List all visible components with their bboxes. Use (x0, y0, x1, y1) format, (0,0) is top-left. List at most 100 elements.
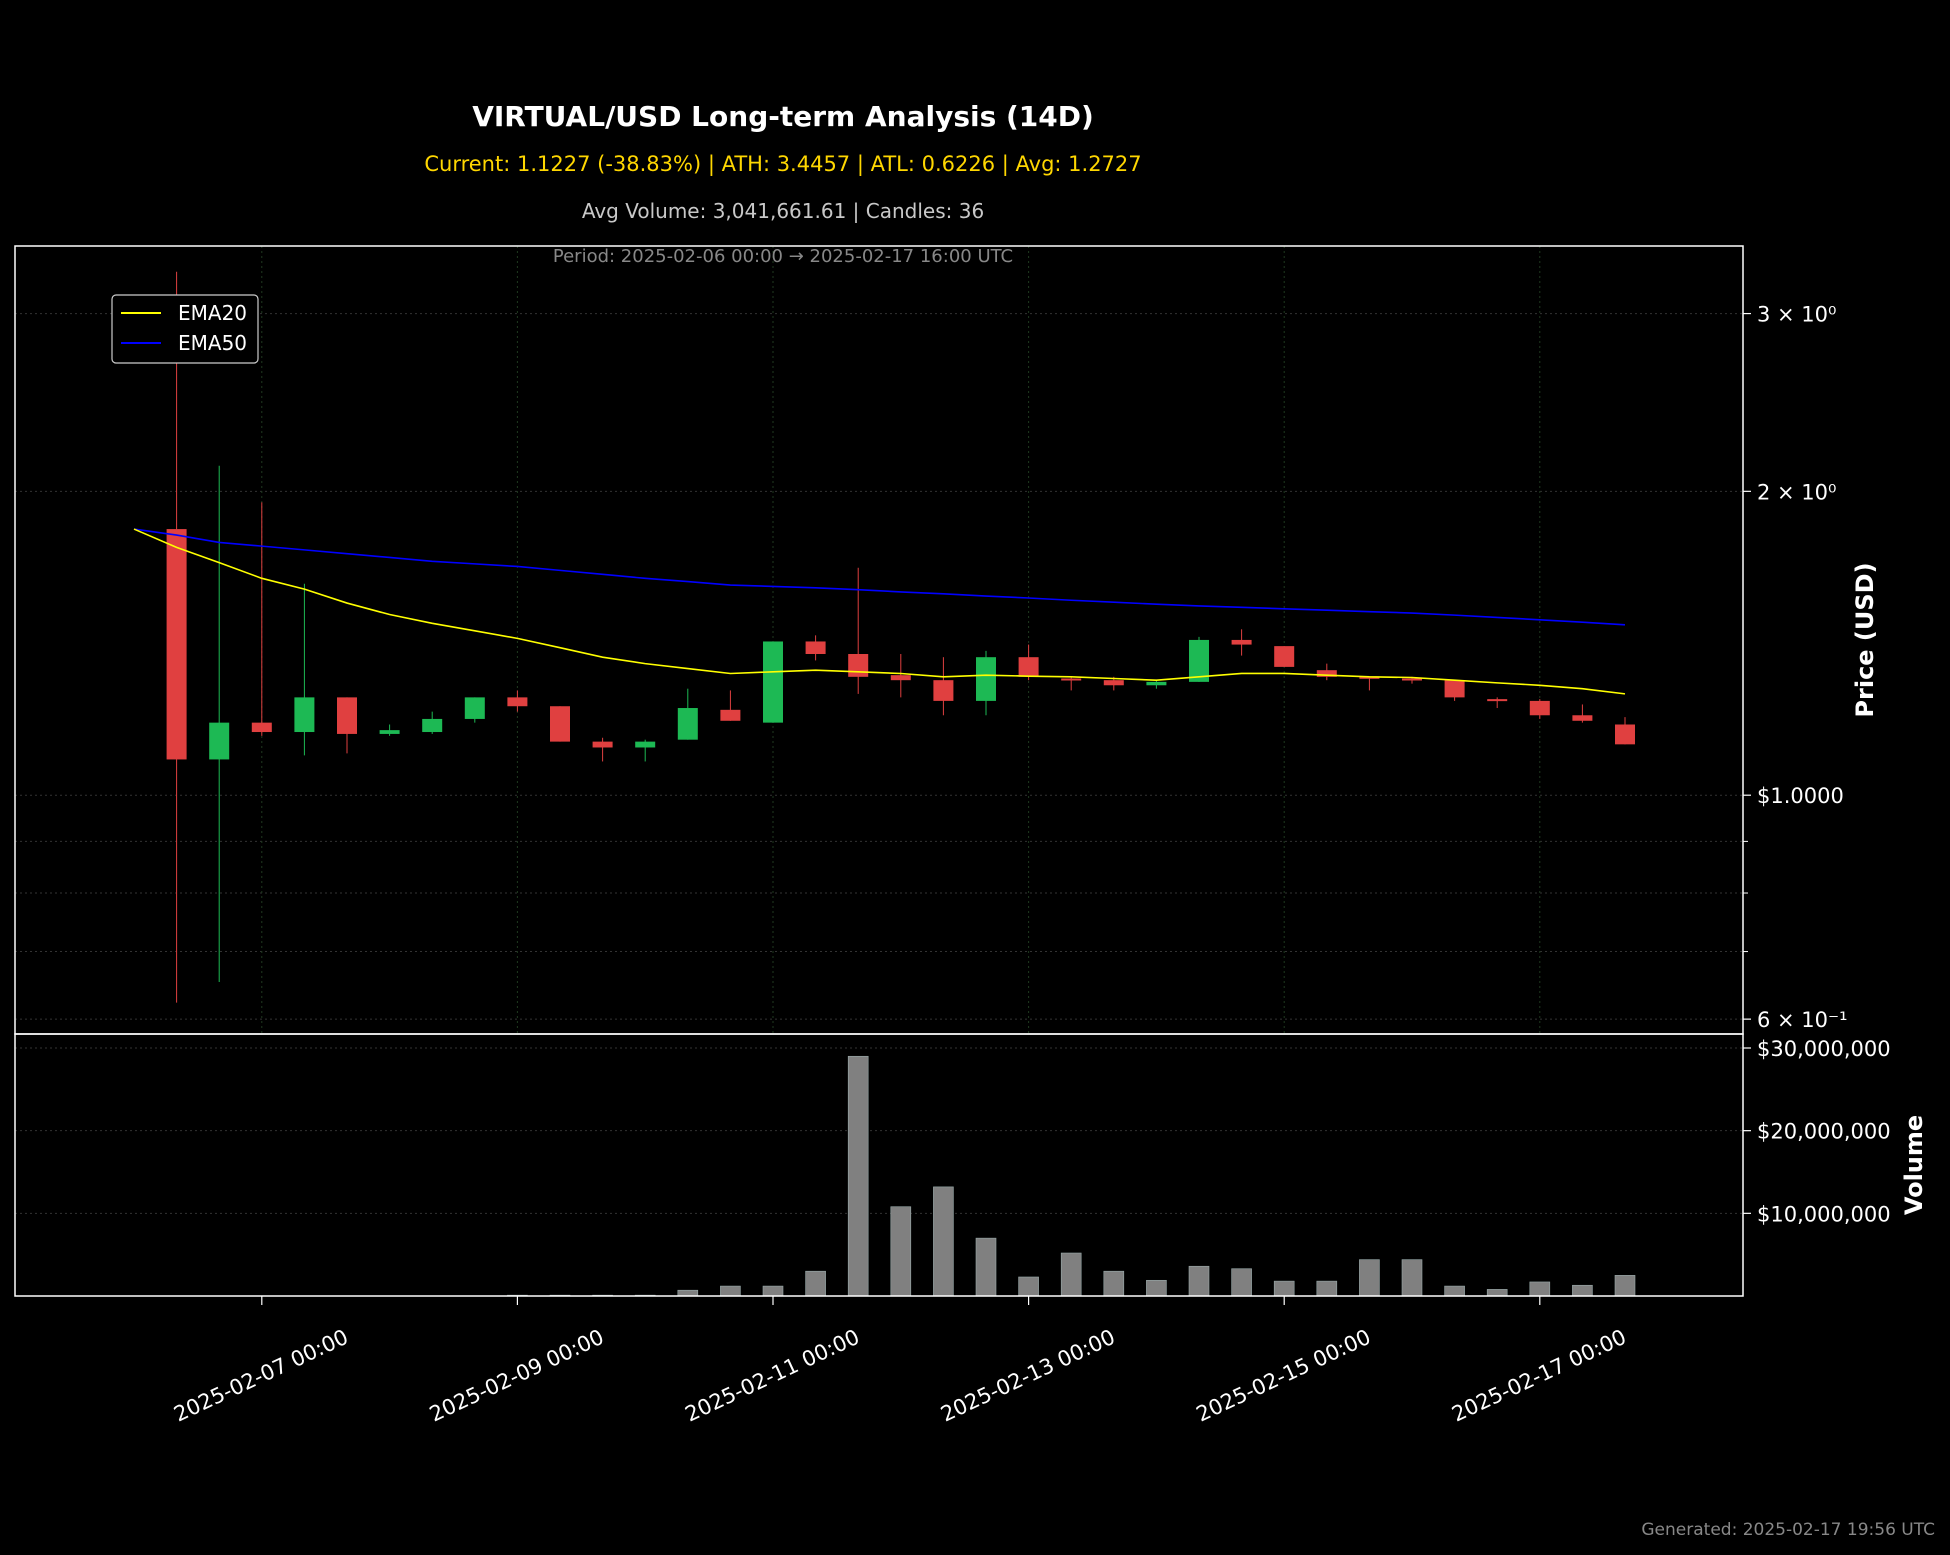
legend-ema50-label: EMA50 (178, 331, 247, 355)
candle-body (422, 718, 443, 733)
ema-lines (133, 528, 1626, 695)
candle (1316, 663, 1337, 681)
volume-bar (890, 1206, 912, 1297)
candle (166, 271, 187, 1003)
candle (550, 706, 570, 742)
price-panel-frame (14, 245, 1744, 1035)
volume-tick-label: $20,000,000 (1757, 1120, 1891, 1144)
candle-body (1487, 699, 1508, 702)
chart-stats: Current: 1.1227 (-38.83%) | ATH: 3.4457 … (424, 152, 1142, 176)
chart-title: VIRTUAL/USD Long-term Analysis (14D) (472, 100, 1094, 133)
volume-bar (975, 1237, 997, 1297)
candle-body (635, 741, 656, 748)
candle (507, 690, 528, 712)
price-tick-label: 6 × 10⁻¹ (1757, 1008, 1848, 1032)
legend: EMA20 EMA50 (111, 294, 259, 364)
candle-body (1615, 724, 1635, 745)
volume-bar (847, 1055, 869, 1297)
chart-volume-info: Avg Volume: 3,041,661.61 | Candles: 36 (581, 199, 985, 223)
price-tick-label: $1.0000 (1757, 784, 1844, 808)
candle-body (337, 697, 357, 734)
volume-y-ticks: $10,000,000 $20,000,000 $30,000,000 (1743, 1037, 1891, 1226)
volume-bar (1103, 1270, 1125, 1297)
candle (1444, 680, 1465, 701)
volume-bar (1444, 1285, 1465, 1297)
candle-body (720, 709, 741, 721)
candle-body (379, 730, 400, 734)
price-y-ticks: $1.0000 6 × 10⁻¹ 2 × 10⁰ 3 × 10⁰ (1743, 303, 1848, 1032)
volume-bar (1529, 1281, 1551, 1297)
candle (677, 688, 698, 740)
candle (1529, 699, 1550, 719)
candle-body (251, 722, 272, 733)
candle (1572, 704, 1593, 723)
x-ticks: 2025-02-07 00:00 2025-02-09 00:00 2025-02-… (170, 1296, 1630, 1427)
candle-body (1231, 639, 1252, 645)
candle-body (166, 529, 187, 760)
candles-group (166, 271, 1635, 1003)
candle-body (507, 697, 528, 707)
candle-body (890, 675, 911, 681)
candle (1359, 676, 1380, 691)
volume-bar (1572, 1284, 1593, 1297)
candle-body (933, 680, 954, 701)
candle (635, 739, 656, 762)
x-tick-label: 2025-02-09 00:00 (426, 1325, 608, 1427)
candle (805, 635, 826, 661)
candle (1487, 697, 1508, 709)
volume-axis-label: Volume (1900, 1115, 1928, 1215)
volume-tick-label: $30,000,000 (1757, 1037, 1891, 1061)
candle (848, 567, 869, 694)
volume-bar (720, 1285, 741, 1297)
candle (1231, 629, 1252, 656)
candle-body (1146, 681, 1167, 686)
candle (1615, 717, 1635, 745)
price-tick-label: 3 × 10⁰ (1757, 303, 1836, 327)
volume-bar (805, 1270, 826, 1297)
candle (294, 583, 315, 756)
candle (464, 697, 485, 723)
candle (1018, 644, 1039, 681)
candle (1189, 636, 1209, 682)
volume-bar (1018, 1276, 1039, 1297)
volume-grid (15, 1047, 1743, 1214)
volume-bar (1316, 1280, 1338, 1297)
candle-body (976, 657, 996, 701)
candle-body (1444, 680, 1465, 698)
x-tick-label: 2025-02-17 00:00 (1448, 1325, 1630, 1427)
candle (890, 653, 911, 698)
candle (251, 502, 272, 736)
candle (1061, 676, 1082, 691)
candle-body (592, 741, 613, 748)
candle-body (1103, 680, 1124, 686)
volume-bar (1146, 1279, 1167, 1297)
candle (1146, 680, 1167, 689)
volume-bar (1359, 1259, 1380, 1297)
candle-body (1316, 670, 1337, 677)
volume-bar (933, 1186, 954, 1297)
x-tick-label: 2025-02-13 00:00 (937, 1325, 1119, 1427)
candle (379, 724, 400, 736)
candle-body (1529, 700, 1550, 716)
candle-body (1274, 646, 1295, 667)
candle (592, 737, 613, 762)
candle-body (763, 641, 783, 723)
candle-body (1572, 715, 1593, 721)
candle-body (805, 641, 826, 654)
volume-bar (1486, 1289, 1508, 1297)
price-axis-label: Price (USD) (1851, 562, 1879, 717)
price-grid (15, 246, 1743, 1034)
volume-bar (1614, 1275, 1636, 1297)
volume-bar (1273, 1280, 1295, 1297)
candle (209, 465, 230, 983)
candle-body (209, 722, 230, 760)
volume-bars-group (507, 1055, 1636, 1297)
legend-ema20-label: EMA20 (178, 301, 247, 325)
candle-body (1061, 678, 1082, 681)
candle (720, 690, 741, 721)
candle-body (1402, 678, 1422, 681)
candle-body (550, 706, 570, 742)
price-tick-label: 2 × 10⁰ (1757, 480, 1836, 504)
ema20-line (133, 528, 1626, 695)
